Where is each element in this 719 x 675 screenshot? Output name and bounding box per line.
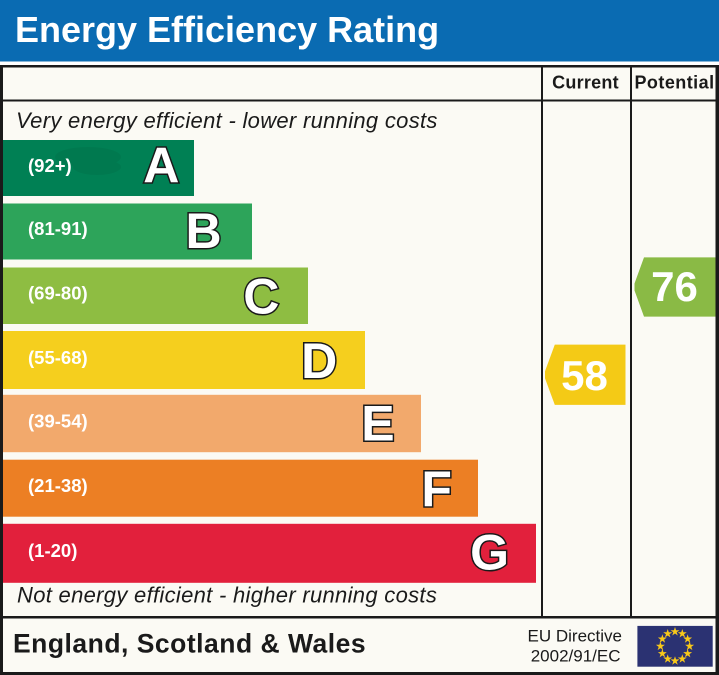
svg-text:England, Scotland & Wales: England, Scotland & Wales [13, 629, 366, 659]
svg-text:(55-68): (55-68) [28, 347, 88, 368]
svg-text:(69-80): (69-80) [28, 283, 88, 304]
svg-text:2002/91/EC: 2002/91/EC [531, 647, 621, 666]
svg-text:58: 58 [561, 352, 608, 399]
svg-text:D: D [301, 333, 337, 389]
svg-text:G: G [470, 524, 509, 580]
svg-text:(92+): (92+) [28, 155, 72, 176]
svg-text:C: C [243, 269, 279, 325]
svg-text:B: B [185, 203, 221, 259]
svg-text:E: E [361, 396, 394, 452]
svg-text:(39-54): (39-54) [28, 411, 88, 432]
svg-text:F: F [421, 461, 452, 517]
svg-text:Not energy efficient - higher: Not energy efficient - higher running co… [17, 583, 437, 608]
svg-text:A: A [143, 138, 179, 194]
svg-text:76: 76 [651, 263, 698, 310]
svg-text:Potential: Potential [634, 73, 714, 93]
svg-text:Current: Current [552, 73, 619, 93]
svg-text:Energy Efficiency Rating: Energy Efficiency Rating [15, 9, 439, 50]
svg-text:Very energy efficient - lower: Very energy efficient - lower running co… [16, 108, 438, 133]
svg-text:(1-20): (1-20) [28, 540, 77, 561]
svg-text:(81-91): (81-91) [28, 218, 88, 239]
svg-text:EU Directive: EU Directive [528, 627, 622, 646]
svg-text:(21-38): (21-38) [28, 475, 88, 496]
